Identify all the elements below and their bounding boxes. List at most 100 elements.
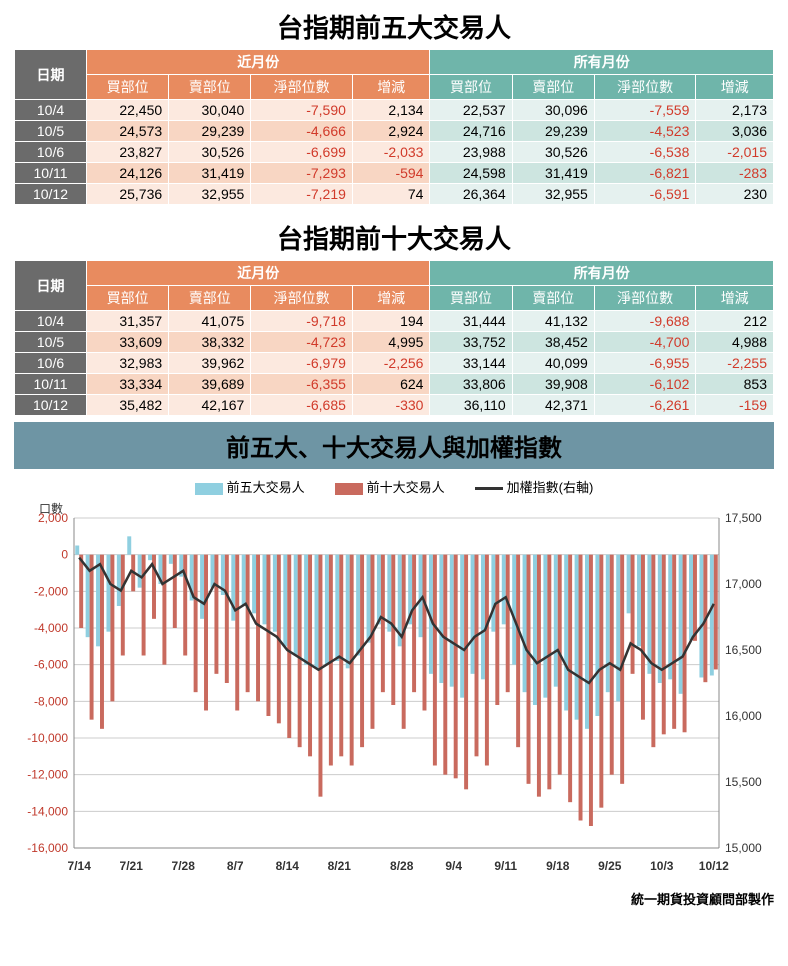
cell-value: 36,110 — [430, 395, 512, 416]
svg-text:10/3: 10/3 — [650, 859, 674, 873]
cell-value: 194 — [352, 311, 430, 332]
svg-text:2,000: 2,000 — [38, 511, 68, 525]
cell-value: -6,979 — [251, 353, 353, 374]
svg-text:-2,000: -2,000 — [34, 584, 68, 598]
th-date: 日期 — [15, 261, 87, 311]
title-top10: 台指期前十大交易人 — [0, 211, 788, 260]
svg-text:15,000: 15,000 — [725, 841, 762, 855]
cell-value: 40,099 — [512, 353, 594, 374]
svg-text:7/21: 7/21 — [120, 859, 144, 873]
th-chg: 增減 — [696, 75, 774, 100]
svg-text:16,500: 16,500 — [725, 643, 762, 657]
svg-text:16,000: 16,000 — [725, 709, 762, 723]
svg-text:-8,000: -8,000 — [34, 694, 68, 708]
table-top10: 日期 近月份 所有月份 買部位賣部位淨部位數增減買部位賣部位淨部位數增減 10/… — [14, 260, 774, 416]
chart-title: 前五大、十大交易人與加權指數 — [14, 422, 774, 469]
cell-value: 32,983 — [87, 353, 169, 374]
cell-value: 230 — [696, 184, 774, 205]
th-chg: 增減 — [352, 286, 430, 311]
cell-value: 30,526 — [169, 142, 251, 163]
svg-text:10/12: 10/12 — [699, 859, 729, 873]
cell-value: 31,444 — [430, 311, 512, 332]
cell-value: 31,357 — [87, 311, 169, 332]
subheader-row: 買部位賣部位淨部位數增減買部位賣部位淨部位數增減 — [15, 286, 774, 311]
svg-text:17,000: 17,000 — [725, 577, 762, 591]
svg-text:-4,000: -4,000 — [34, 621, 68, 635]
th-net: 淨部位數 — [594, 286, 696, 311]
cell-value: 39,689 — [169, 374, 251, 395]
cell-date: 10/11 — [15, 374, 87, 395]
cell-value: 23,827 — [87, 142, 169, 163]
cell-value: -6,699 — [251, 142, 353, 163]
cell-date: 10/5 — [15, 332, 87, 353]
cell-value: 212 — [696, 311, 774, 332]
th-chg: 增減 — [352, 75, 430, 100]
cell-value: 30,096 — [512, 100, 594, 121]
cell-value: -4,666 — [251, 121, 353, 142]
legend-s5: 前五大交易人 — [227, 480, 305, 495]
svg-text:15,500: 15,500 — [725, 775, 762, 789]
cell-date: 10/12 — [15, 395, 87, 416]
cell-value: -9,718 — [251, 311, 353, 332]
cell-value: 853 — [696, 374, 774, 395]
svg-text:9/25: 9/25 — [598, 859, 622, 873]
svg-text:8/21: 8/21 — [328, 859, 352, 873]
cell-date: 10/4 — [15, 311, 87, 332]
svg-text:-10,000: -10,000 — [27, 731, 68, 745]
cell-value: 33,752 — [430, 332, 512, 353]
cell-value: 3,036 — [696, 121, 774, 142]
cell-value: -4,523 — [594, 121, 696, 142]
svg-text:9/4: 9/4 — [445, 859, 462, 873]
cell-value: 41,075 — [169, 311, 251, 332]
th-buy: 買部位 — [430, 75, 512, 100]
table-row: 10/422,45030,040-7,5902,13422,53730,096-… — [15, 100, 774, 121]
cell-value: 33,806 — [430, 374, 512, 395]
svg-text:-12,000: -12,000 — [27, 768, 68, 782]
chart-section: 前五大、十大交易人與加權指數 前五大交易人 前十大交易人 加權指數(右軸) 口數… — [14, 422, 774, 883]
svg-text:-6,000: -6,000 — [34, 658, 68, 672]
table-row: 10/431,35741,075-9,71819431,44441,132-9,… — [15, 311, 774, 332]
cell-value: -6,955 — [594, 353, 696, 374]
svg-text:8/14: 8/14 — [276, 859, 300, 873]
cell-date: 10/5 — [15, 121, 87, 142]
cell-value: -2,033 — [352, 142, 430, 163]
cell-value: -6,261 — [594, 395, 696, 416]
cell-value: 24,126 — [87, 163, 169, 184]
cell-value: 4,988 — [696, 332, 774, 353]
cell-value: -6,821 — [594, 163, 696, 184]
th-date: 日期 — [15, 50, 87, 100]
cell-value: -4,700 — [594, 332, 696, 353]
cell-value: -6,102 — [594, 374, 696, 395]
cell-value: 32,955 — [169, 184, 251, 205]
cell-value: -7,590 — [251, 100, 353, 121]
cell-value: 2,134 — [352, 100, 430, 121]
cell-value: 32,955 — [512, 184, 594, 205]
cell-value: 29,239 — [169, 121, 251, 142]
legend-idx: 加權指數(右軸) — [507, 480, 594, 495]
cell-value: 38,452 — [512, 332, 594, 353]
cell-value: 23,988 — [430, 142, 512, 163]
cell-value: 41,132 — [512, 311, 594, 332]
table-top5: 日期 近月份 所有月份 買部位賣部位淨部位數增減買部位賣部位淨部位數增減 10/… — [14, 49, 774, 205]
cell-value: 4,995 — [352, 332, 430, 353]
cell-date: 10/6 — [15, 142, 87, 163]
th-buy: 買部位 — [87, 286, 169, 311]
svg-text:0: 0 — [61, 548, 68, 562]
th-sell: 賣部位 — [169, 75, 251, 100]
cell-value: 74 — [352, 184, 430, 205]
th-all: 所有月份 — [430, 261, 774, 286]
th-sell: 賣部位 — [512, 286, 594, 311]
th-sell: 賣部位 — [169, 286, 251, 311]
cell-value: 35,482 — [87, 395, 169, 416]
chart-legend: 前五大交易人 前十大交易人 加權指數(右軸) — [14, 469, 774, 498]
cell-value: 624 — [352, 374, 430, 395]
cell-value: 2,924 — [352, 121, 430, 142]
cell-value: 30,526 — [512, 142, 594, 163]
chart-svg: 口數-16,000-14,000-12,000-10,000-8,000-6,0… — [14, 498, 774, 878]
cell-date: 10/4 — [15, 100, 87, 121]
th-net: 淨部位數 — [251, 286, 353, 311]
cell-value: 33,609 — [87, 332, 169, 353]
th-chg: 增減 — [696, 286, 774, 311]
svg-text:7/14: 7/14 — [68, 859, 92, 873]
cell-value: 22,450 — [87, 100, 169, 121]
